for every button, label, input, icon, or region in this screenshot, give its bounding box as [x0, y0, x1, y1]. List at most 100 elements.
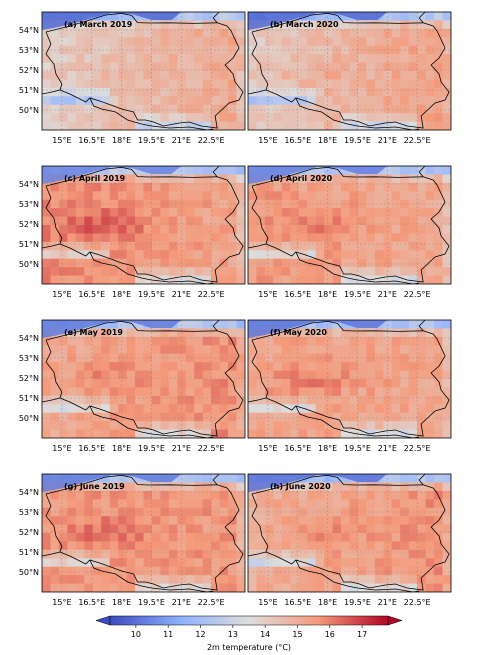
grid-cell [341, 328, 350, 338]
grid-cell [135, 208, 144, 217]
grid-cell [349, 583, 359, 592]
grid-cell [298, 362, 308, 371]
grid-cell [341, 216, 350, 226]
grid-cell [126, 241, 136, 251]
grid-cell [84, 258, 94, 268]
grid-cell [109, 345, 119, 355]
grid-cell [211, 208, 221, 217]
grid-cell [219, 583, 229, 592]
grid-cell [374, 575, 384, 584]
grid-cell [281, 482, 291, 492]
grid-cell [442, 62, 451, 72]
grid-cell [236, 96, 245, 106]
grid-cell [264, 96, 274, 106]
grid-cell [42, 379, 51, 388]
grid-cell [400, 421, 410, 430]
grid-cell [273, 113, 283, 122]
grid-cell [67, 258, 77, 268]
grid-cell [417, 258, 427, 268]
grid-cell [151, 524, 161, 534]
grid-cell [219, 191, 229, 201]
grid-cell [324, 275, 333, 284]
grid-cell [202, 516, 212, 525]
grid-cell [58, 225, 68, 234]
grid-cell [135, 37, 144, 47]
grid-cell [194, 233, 204, 243]
baltic-sea [42, 474, 182, 492]
grid-cell [185, 482, 195, 492]
grid-cell [383, 191, 393, 201]
grid-cell [75, 241, 85, 251]
grid-cell [168, 191, 178, 201]
grid-cell [211, 225, 221, 234]
grid-cell [374, 549, 384, 559]
grid-cell [307, 516, 317, 525]
grid-cell [126, 549, 136, 559]
grid-cell [202, 87, 212, 97]
grid-cell [315, 524, 325, 534]
grid-cell [324, 541, 333, 551]
grid-cell [194, 113, 204, 122]
grid-cell [185, 516, 195, 525]
grid-cell [434, 45, 443, 55]
grid-cell [417, 490, 427, 500]
grid-cell [135, 541, 144, 551]
grid-cell [135, 320, 144, 329]
grid-cell [135, 20, 144, 30]
grid-cell [383, 241, 393, 251]
grid-cell [256, 208, 266, 217]
grid-cell [185, 566, 195, 576]
country-border [295, 405, 420, 438]
grid-cell [290, 71, 300, 80]
grid-cell [357, 387, 367, 397]
grid-cell [383, 524, 393, 534]
grid-cell [185, 533, 195, 542]
grid-cell [143, 37, 153, 47]
grid-cell [332, 267, 342, 276]
grid-cell [168, 482, 178, 492]
grid-cell [118, 320, 127, 329]
grid-cell [442, 583, 451, 592]
grid-cell [264, 241, 274, 251]
grid-cell [219, 199, 229, 209]
grid-cell [324, 12, 333, 21]
grid-cell [126, 37, 136, 47]
grid-cell [332, 121, 342, 130]
grid-cell [67, 370, 77, 380]
grid-cell [236, 412, 245, 422]
grid-cell [219, 404, 229, 414]
grid-cell [109, 320, 119, 329]
grid-cell [357, 191, 367, 201]
grid-cell [202, 395, 212, 405]
grid-cell [151, 328, 161, 338]
grid-cell [264, 549, 274, 559]
grid-cell [135, 191, 144, 201]
grid-cell [408, 208, 418, 217]
grid-cell [400, 558, 410, 568]
grid-cell [349, 566, 359, 576]
grid-cell [273, 558, 283, 568]
grid-cell [374, 225, 384, 234]
grid-cell [67, 104, 77, 114]
grid-cell [264, 583, 274, 592]
grid-cell [408, 387, 418, 397]
grid-cell [168, 328, 178, 338]
grid-cell [126, 258, 136, 268]
grid-cell [281, 71, 291, 80]
grid-cell [248, 113, 257, 122]
grid-cell [211, 490, 221, 500]
grid-cell [290, 241, 300, 251]
grid-cell [417, 516, 427, 525]
grid-cell [324, 216, 333, 226]
grid-cell [58, 541, 68, 551]
grid-cell [349, 482, 359, 492]
grid-cell [135, 533, 144, 542]
grid-cell [50, 96, 60, 106]
grid-cell [341, 182, 350, 192]
baltic-sea [248, 12, 388, 30]
grid-cell [211, 250, 221, 260]
grid-cell [391, 524, 401, 534]
grid-cell [307, 345, 317, 355]
grid-cell [349, 250, 359, 260]
grid-cell [307, 208, 317, 217]
